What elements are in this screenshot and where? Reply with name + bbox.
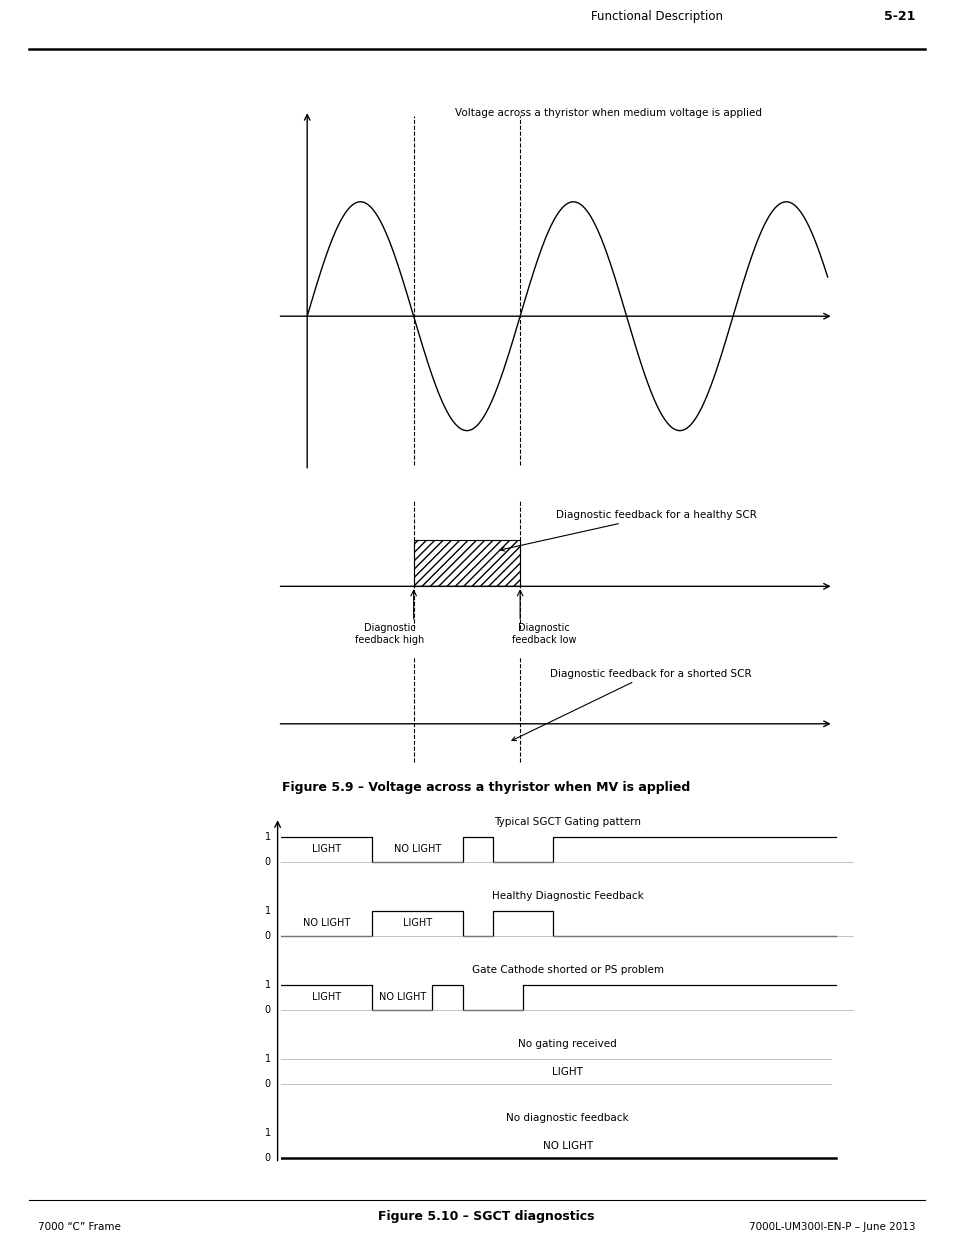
Text: LIGHT: LIGHT: [312, 993, 341, 1003]
Text: Typical SGCT Gating pattern: Typical SGCT Gating pattern: [494, 816, 640, 827]
Text: Gate Cathode shorted or PS problem: Gate Cathode shorted or PS problem: [471, 965, 663, 976]
Text: NO LIGHT: NO LIGHT: [378, 993, 425, 1003]
Text: 1: 1: [264, 831, 271, 841]
Bar: [414, 540, 519, 587]
Text: Diagnostic
feedback low: Diagnostic feedback low: [511, 624, 576, 645]
Text: 0: 0: [264, 1005, 271, 1015]
Text: 0: 0: [264, 1079, 271, 1089]
Text: 1: 1: [264, 905, 271, 915]
Text: LIGHT: LIGHT: [402, 919, 432, 929]
Text: 0: 0: [264, 931, 271, 941]
Text: NO LIGHT: NO LIGHT: [303, 919, 350, 929]
Text: NO LIGHT: NO LIGHT: [542, 1141, 592, 1151]
Text: Healthy Diagnostic Feedback: Healthy Diagnostic Feedback: [491, 890, 643, 902]
Text: 1: 1: [264, 1128, 271, 1137]
Text: Voltage across a thyristor when medium voltage is applied: Voltage across a thyristor when medium v…: [455, 107, 761, 119]
Text: Functional Description: Functional Description: [591, 10, 722, 22]
Text: 0: 0: [264, 1153, 271, 1163]
Text: 1: 1: [264, 979, 271, 989]
Text: Figure 5.10 – SGCT diagnostics: Figure 5.10 – SGCT diagnostics: [378, 1210, 594, 1223]
Text: Diagnostic feedback for a shorted SCR: Diagnostic feedback for a shorted SCR: [512, 668, 751, 741]
Text: Diagnostic feedback for a healthy SCR: Diagnostic feedback for a healthy SCR: [500, 510, 756, 551]
Text: Diagnostic
feedback high: Diagnostic feedback high: [355, 624, 424, 645]
Text: No diagnostic feedback: No diagnostic feedback: [506, 1113, 628, 1124]
Text: LIGHT: LIGHT: [312, 845, 341, 855]
Text: No gating received: No gating received: [517, 1039, 617, 1050]
Text: LIGHT: LIGHT: [552, 1067, 582, 1077]
Text: NO LIGHT: NO LIGHT: [394, 845, 440, 855]
Text: 1: 1: [264, 1053, 271, 1063]
Text: 0: 0: [264, 857, 271, 867]
Text: 5-21: 5-21: [883, 10, 915, 22]
Text: 7000L-UM300I-EN-P – June 2013: 7000L-UM300I-EN-P – June 2013: [748, 1223, 915, 1233]
Text: Figure 5.9 – Voltage across a thyristor when MV is applied: Figure 5.9 – Voltage across a thyristor …: [282, 782, 690, 794]
Text: 7000 “C” Frame: 7000 “C” Frame: [38, 1223, 121, 1233]
